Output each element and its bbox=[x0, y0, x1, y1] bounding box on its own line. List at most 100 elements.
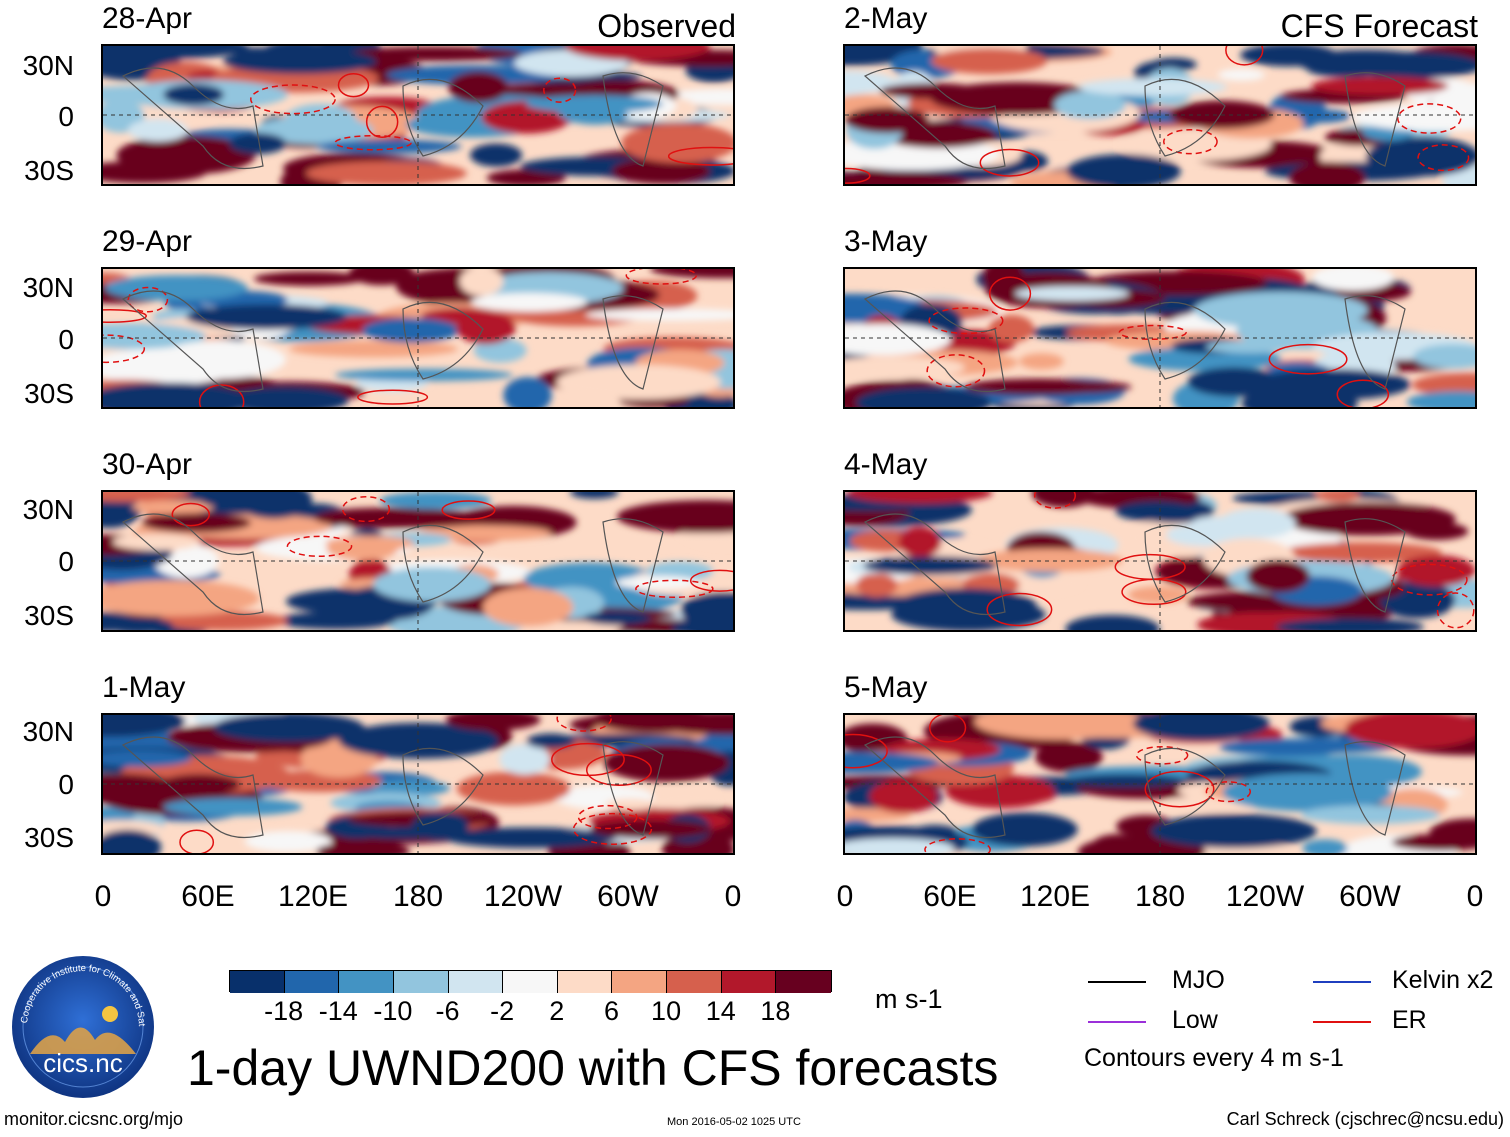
wind-anomaly-blob bbox=[1312, 269, 1394, 291]
wind-anomaly-blob bbox=[1014, 286, 1130, 301]
wind-anomaly-blob bbox=[1311, 76, 1449, 95]
wind-anomaly-blob bbox=[1365, 136, 1475, 177]
legend-label: MJO bbox=[1172, 966, 1225, 994]
colorbar-swatch bbox=[721, 971, 777, 993]
wind-anomaly-blob bbox=[564, 46, 711, 61]
lon-label: 120W bbox=[483, 880, 563, 913]
wind-anomaly-blob bbox=[879, 83, 982, 100]
wind-anomaly-blob bbox=[971, 812, 1078, 847]
wind-anomaly-blob bbox=[621, 123, 733, 163]
wind-anomaly-blob bbox=[156, 611, 288, 630]
wind-anomaly-blob bbox=[1289, 161, 1366, 184]
er-contour bbox=[986, 592, 1053, 627]
wind-anomaly-blob bbox=[127, 118, 188, 142]
wind-anomaly-blob bbox=[470, 143, 523, 167]
wind-anomaly-blob bbox=[845, 323, 951, 356]
panel-date: 3-May bbox=[844, 225, 928, 258]
wind-anomaly-blob bbox=[456, 311, 516, 345]
er-contour bbox=[577, 804, 638, 830]
er-contour bbox=[635, 579, 714, 599]
colorbar-swatch bbox=[393, 971, 449, 993]
lon-label: 180 bbox=[392, 880, 444, 913]
er-contour bbox=[1114, 553, 1186, 580]
wind-anomaly-blob bbox=[103, 160, 207, 184]
coastline bbox=[863, 290, 1406, 393]
wind-anomaly-blob bbox=[289, 340, 459, 358]
lat-label: 0 bbox=[58, 546, 74, 577]
wind-anomaly-blob bbox=[141, 513, 252, 533]
coastline bbox=[121, 67, 664, 170]
lat-label: 30N bbox=[22, 716, 74, 747]
lat-label: 0 bbox=[58, 324, 74, 355]
wind-anomaly-blob bbox=[103, 506, 142, 520]
wind-anomaly-blob bbox=[1019, 353, 1064, 370]
wind-anomaly-blob bbox=[104, 275, 248, 301]
colorbar-units: m s-1 bbox=[875, 984, 943, 1014]
er-contour bbox=[1336, 379, 1390, 407]
lat-label: 30S bbox=[24, 600, 74, 631]
wind-anomaly-blob bbox=[1406, 391, 1475, 407]
wind-anomaly-blob bbox=[379, 492, 492, 510]
wind-anomaly-blob bbox=[1314, 492, 1361, 503]
wind-anomaly-blob bbox=[1078, 78, 1228, 96]
lon-label: 0 bbox=[1466, 880, 1484, 913]
lon-label: 60W bbox=[1339, 880, 1401, 913]
colorbar-swatch bbox=[776, 971, 831, 993]
wind-anomaly-blob bbox=[103, 829, 162, 853]
wind-anomaly-blob bbox=[650, 269, 733, 279]
wind-anomaly-blob bbox=[163, 84, 224, 106]
lat-label: 30S bbox=[24, 155, 74, 186]
wind-anomaly-blob bbox=[649, 715, 733, 735]
wind-anomaly-blob bbox=[931, 47, 1048, 75]
wind-anomaly-blob bbox=[1246, 559, 1310, 593]
wind-field bbox=[103, 492, 733, 630]
wind-anomaly-blob bbox=[103, 492, 191, 502]
colorbar-tick-label: 2 bbox=[549, 996, 565, 1026]
colorbar-tick-label: -14 bbox=[318, 996, 358, 1026]
er-contour bbox=[1118, 324, 1187, 341]
lat-label: 30N bbox=[22, 494, 74, 525]
colorbar-tick-label: -10 bbox=[373, 996, 413, 1026]
wind-anomaly-blob bbox=[473, 338, 527, 363]
er-contour bbox=[341, 496, 391, 523]
wind-anomaly-blob bbox=[1150, 813, 1317, 849]
colorbar-tick-label: -18 bbox=[264, 996, 304, 1026]
er-contour bbox=[1163, 128, 1218, 155]
wind-anomaly-blob bbox=[526, 733, 576, 749]
coastline bbox=[863, 513, 1406, 616]
colorbar-swatch bbox=[503, 971, 558, 993]
wind-anomaly-blob bbox=[362, 317, 460, 343]
er-contour bbox=[625, 269, 698, 285]
colorbar-swatch bbox=[230, 971, 285, 993]
wind-anomaly-blob bbox=[255, 116, 374, 145]
er-contour bbox=[585, 754, 652, 786]
er-contour bbox=[127, 286, 169, 313]
wind-anomaly-blob bbox=[112, 533, 202, 551]
colorbar bbox=[229, 970, 832, 993]
wind-anomaly-blob bbox=[974, 715, 1145, 740]
wind-anomaly-blob bbox=[503, 376, 552, 407]
wind-anomaly-blob bbox=[1218, 508, 1296, 539]
wind-anomaly-blob bbox=[1222, 773, 1393, 812]
wind-anomaly-blob bbox=[1054, 90, 1126, 120]
wind-anomaly-blob bbox=[1035, 741, 1103, 773]
wind-anomaly-blob bbox=[1343, 51, 1475, 80]
wind-anomaly-blob bbox=[1397, 555, 1475, 587]
footer-url[interactable]: monitor.cicsnc.org/mjo bbox=[4, 1109, 184, 1129]
er-contour bbox=[988, 276, 1032, 311]
observed-title: Observed bbox=[597, 8, 736, 44]
wind-anomaly-blob bbox=[523, 562, 657, 596]
wind-anomaly-blob bbox=[326, 538, 398, 561]
wind-anomaly-blob bbox=[229, 133, 287, 155]
er-contour bbox=[926, 354, 986, 388]
wind-anomaly-blob bbox=[305, 161, 467, 184]
lon-label: 0 bbox=[836, 880, 854, 913]
panel-date: 5-May bbox=[844, 671, 928, 704]
er-contour bbox=[924, 838, 991, 853]
logo-name: cics.nc bbox=[43, 1048, 122, 1078]
wind-anomaly-blob bbox=[411, 811, 469, 841]
lat-label: 0 bbox=[58, 769, 74, 800]
wind-anomaly-blob bbox=[213, 715, 365, 743]
forecast-title: CFS Forecast bbox=[1280, 8, 1478, 44]
lon-label: 0 bbox=[724, 880, 742, 913]
